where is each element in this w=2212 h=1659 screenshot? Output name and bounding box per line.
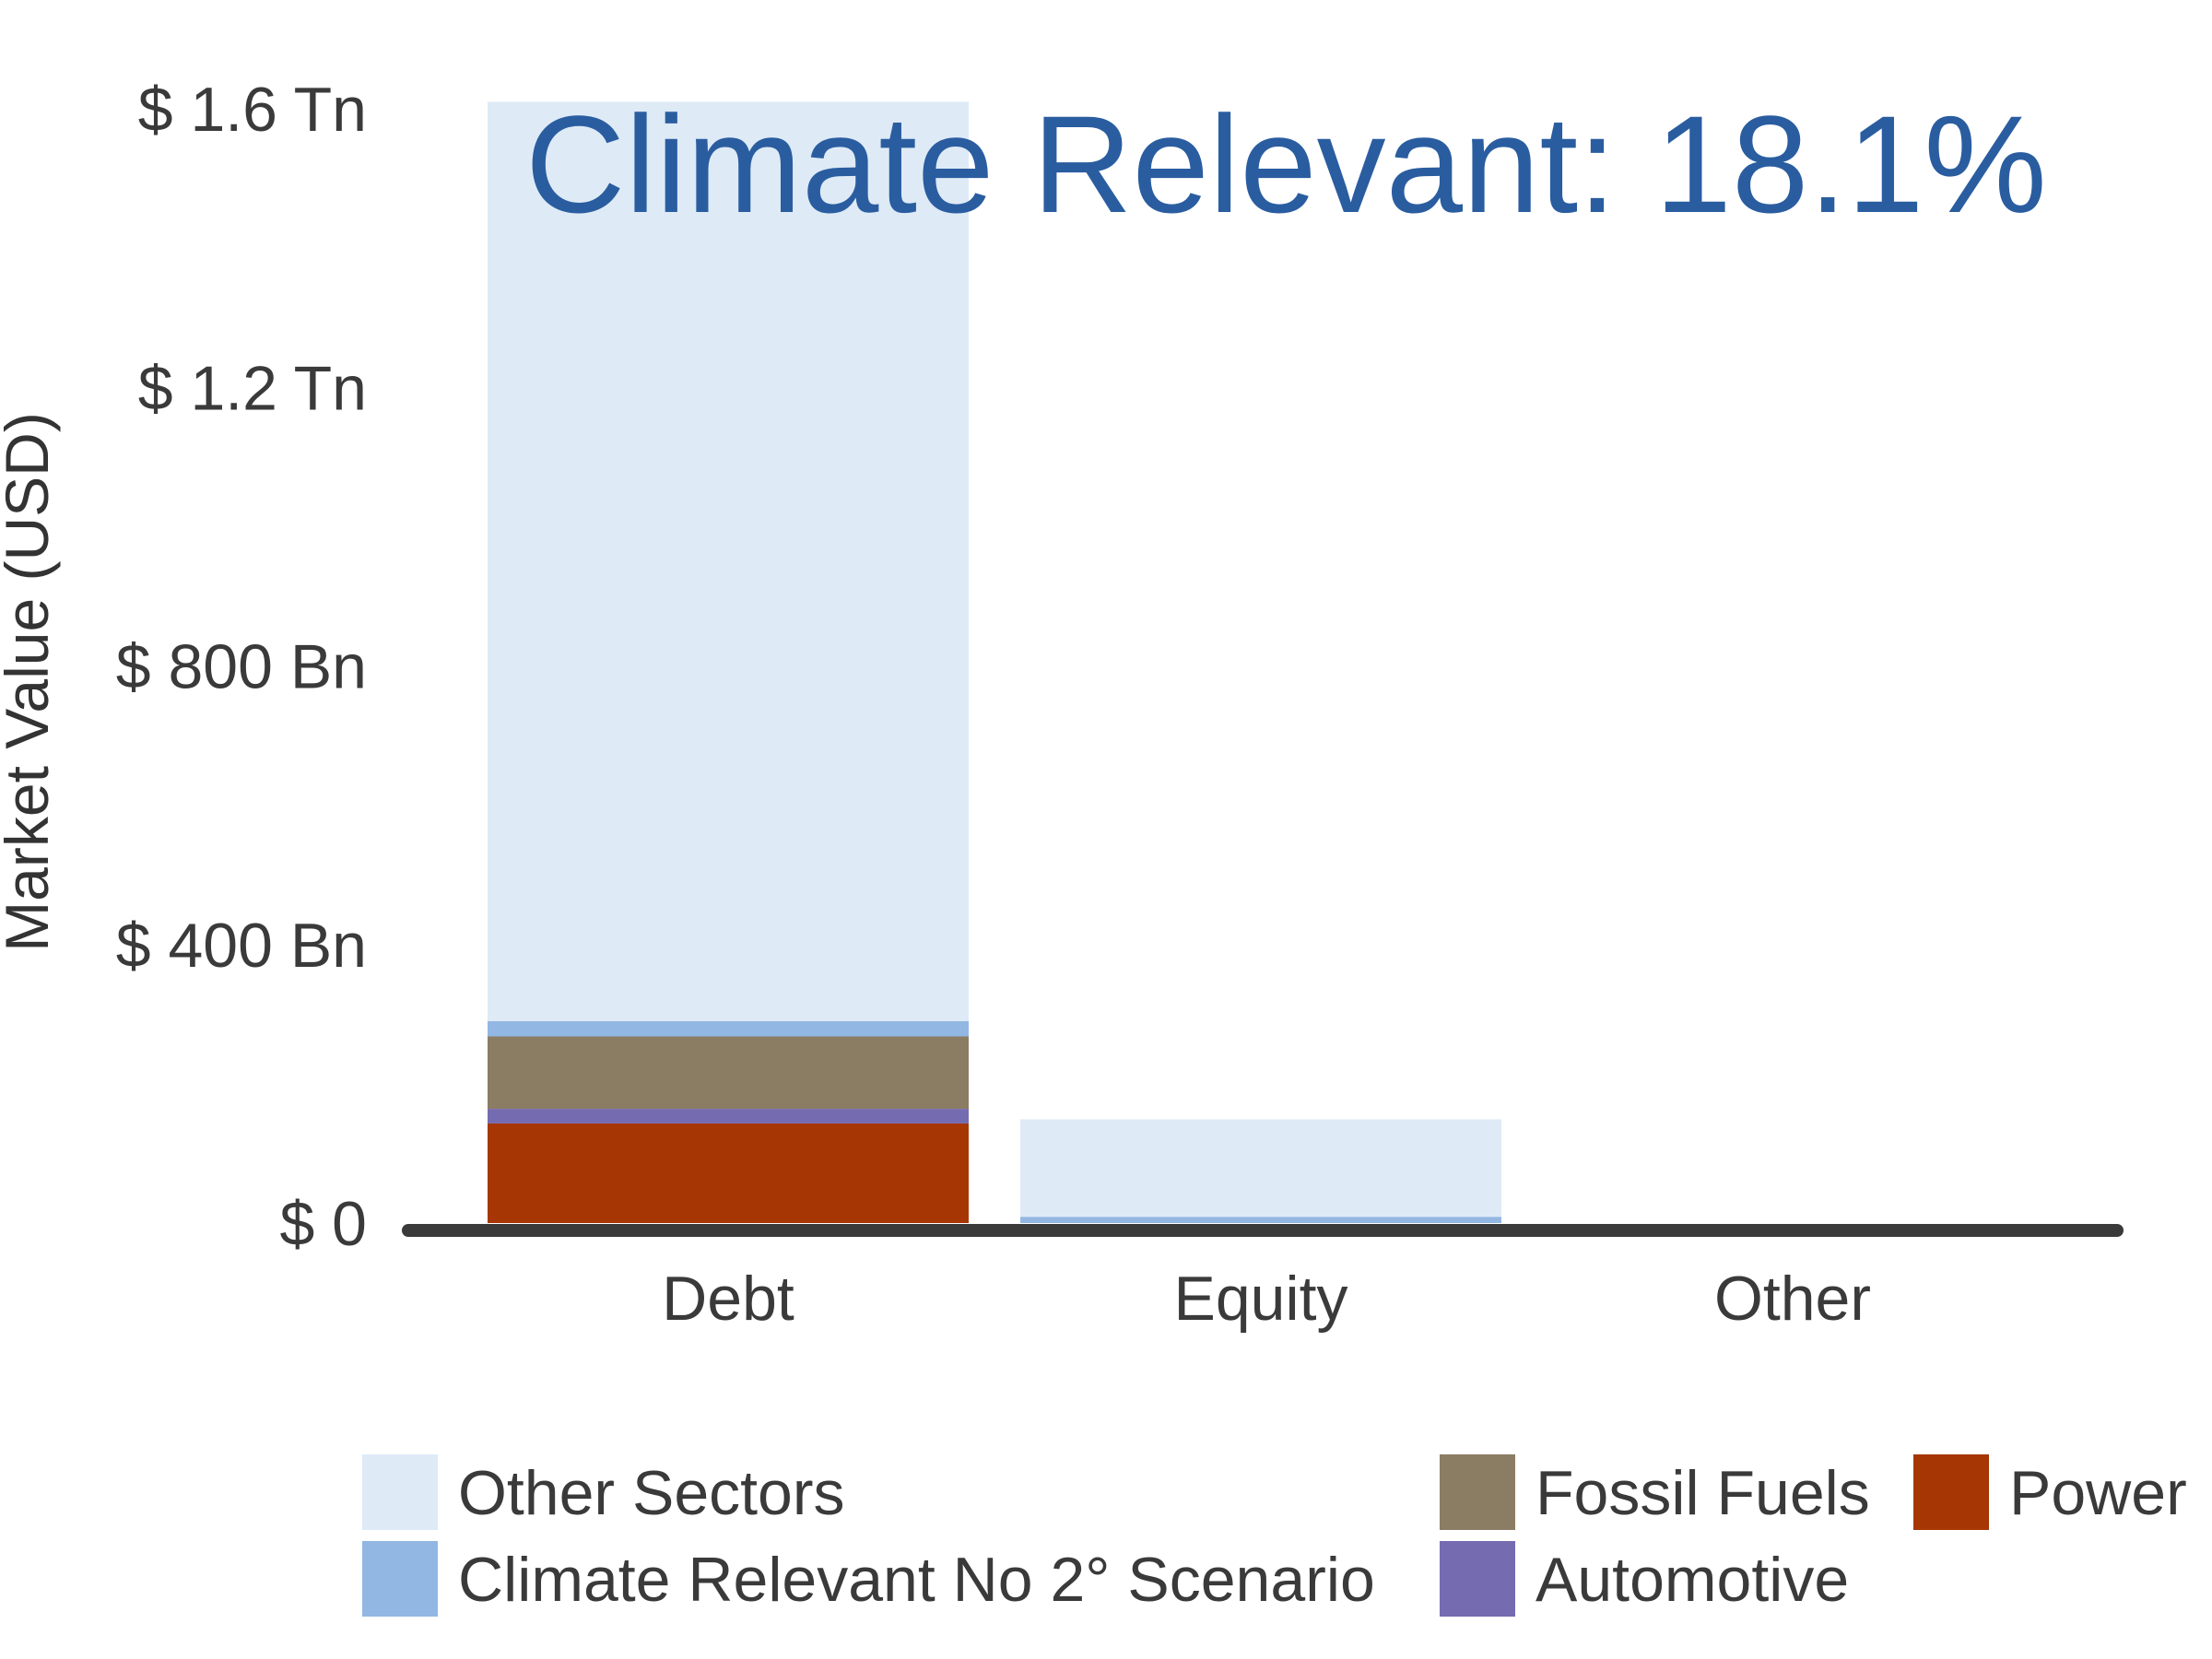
legend-label-other-sectors: Other Sectors xyxy=(458,1458,845,1528)
legend-label-power: Power xyxy=(2009,1458,2187,1528)
y-tick-label: $ 800 Bn xyxy=(116,632,367,702)
bar-debt-other-sectors xyxy=(488,101,969,1021)
legend-swatch-power xyxy=(1913,1454,1989,1530)
y-tick-label: $ 1.2 Tn xyxy=(138,353,367,423)
legend-swatch-fossil-fuels xyxy=(1440,1454,1515,1530)
bar-equity-other-sectors xyxy=(1020,1119,1501,1218)
y-tick-label: $ 1.6 Tn xyxy=(138,75,367,145)
bar-debt-power xyxy=(488,1123,969,1223)
bar-debt-automotive xyxy=(488,1109,969,1124)
y-axis-title: Market Value (USD) xyxy=(0,412,61,952)
legend-swatch-other-sectors xyxy=(362,1454,438,1530)
y-axis-ticks: $ 0 $ 400 Bn $ 800 Bn $ 1.2 Tn $ 1.6 Tn xyxy=(116,75,367,1259)
bar-equity-climate-relevant-no-2-scenario xyxy=(1020,1217,1501,1223)
bar-debt-climate-relevant-no-2-scenario xyxy=(488,1020,969,1037)
y-tick-label: $ 0 xyxy=(279,1189,367,1259)
legend-swatch-automotive xyxy=(1440,1541,1515,1617)
legend-label-fossil-fuels: Fossil Fuels xyxy=(1535,1458,1870,1528)
x-tick-label-debt: Debt xyxy=(662,1264,794,1334)
legend-label-climate-relevant-no-2-scenario: Climate Relevant No 2° Scenario xyxy=(458,1545,1375,1615)
bars-group xyxy=(488,101,1501,1223)
x-axis-labels: Debt Equity Other xyxy=(662,1264,1871,1334)
legend-label-automotive: Automotive xyxy=(1535,1545,1849,1615)
x-tick-label-other: Other xyxy=(1714,1264,1871,1334)
chart-title: Climate Relevant: 18.1% xyxy=(525,87,2047,241)
x-tick-label-equity: Equity xyxy=(1174,1264,1348,1334)
legend-swatch-climate-relevant-no-2-scenario xyxy=(362,1541,438,1617)
bar-debt-fossil-fuels xyxy=(488,1036,969,1110)
y-tick-label: $ 400 Bn xyxy=(116,911,367,981)
legend: Other Sectors Fossil Fuels Power Climate Re… xyxy=(362,1454,2187,1617)
